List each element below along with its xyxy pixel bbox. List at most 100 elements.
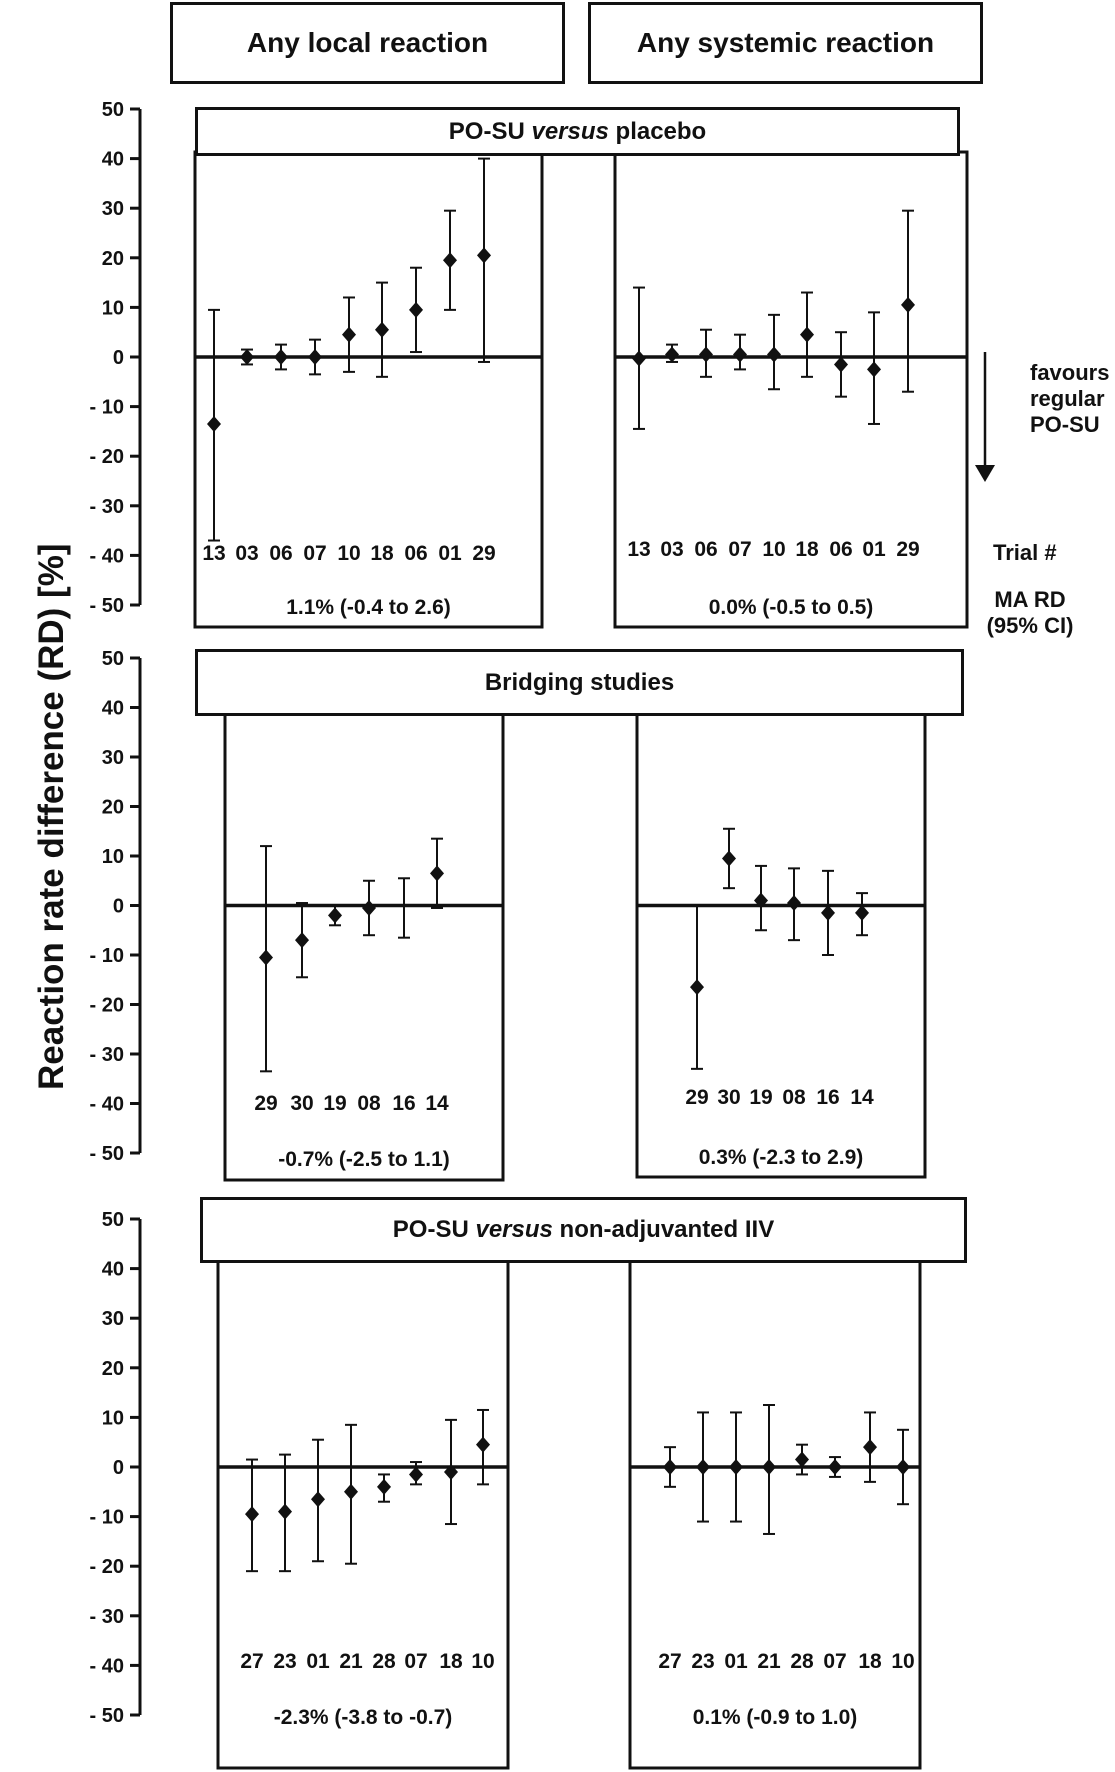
trial-label: 18 [795, 538, 819, 561]
estimate-point [311, 1491, 325, 1508]
trial-label: 07 [728, 538, 751, 561]
estimate-point [344, 1483, 358, 1500]
section-title-placebo: PO-SU versus placebo [195, 107, 960, 156]
trial-label: 10 [891, 1650, 914, 1673]
estimate-point [444, 1463, 458, 1480]
trial-label: 23 [691, 1650, 714, 1673]
trial-label: 01 [438, 542, 462, 565]
section-title-bridging: Bridging studies [195, 649, 964, 716]
trial-number-label: Trial # [993, 540, 1057, 565]
trial-label: 13 [627, 538, 650, 561]
header-systemic-text: Any systemic reaction [636, 27, 935, 58]
estimate-point [443, 252, 457, 269]
y-tick-label: - 10 [90, 397, 124, 419]
trial-label: 16 [816, 1086, 839, 1109]
y-tick-label: - 50 [90, 595, 124, 617]
ma-summary-label: 0.3% (-2.3 to 2.9) [699, 1146, 864, 1169]
estimate-point [308, 349, 322, 365]
estimate-point [342, 326, 356, 343]
ma-rd-line-2: (95% CI) [986, 613, 1074, 638]
y-tick-label: 50 [102, 99, 124, 121]
estimate-point [207, 415, 221, 432]
estimate-point [375, 321, 389, 338]
estimate-point [430, 865, 444, 882]
trial-label: 21 [339, 1650, 363, 1673]
title-placebo-post: placebo [608, 117, 707, 145]
y-tick-label: - 30 [90, 1606, 124, 1628]
trial-label: 10 [337, 542, 360, 565]
trial-label: 29 [896, 538, 919, 561]
trial-label: 08 [782, 1086, 806, 1109]
trial-label: 23 [273, 1650, 296, 1673]
estimate-point [245, 1506, 259, 1523]
y-tick-label: - 20 [90, 995, 124, 1017]
estimate-point [377, 1478, 391, 1495]
y-axis-2: 50 40 30 20 10 0 - 10 - 20 - 30 - 40 - 50 [90, 648, 142, 1165]
trial-label: 29 [254, 1092, 277, 1115]
estimate-point [477, 247, 491, 264]
y-tick-label: - 40 [90, 1094, 124, 1116]
panel-frame [216, 1259, 510, 1770]
y-tick-label: 50 [102, 1209, 124, 1231]
y-tick-label: 40 [102, 698, 124, 720]
trial-label: 28 [790, 1650, 814, 1673]
y-axis-1: 50 40 30 20 10 0 - 10 - 20 - 30 - 40 - 50 [90, 99, 142, 617]
estimate-point [754, 892, 768, 909]
panel-5: 27 23 01 21 28 07 18 10 -2.3% (-3.8 to -0.7) [216, 1259, 510, 1770]
header-any-systemic-reaction: Any systemic reaction [588, 2, 983, 84]
section-title-nonadjuvanted: PO-SU versus non-adjuvanted IIV [200, 1197, 967, 1263]
y-tick-label: 20 [102, 1358, 124, 1380]
trial-label: 06 [404, 542, 427, 565]
title-iiv-pre: PO-SU [392, 1216, 476, 1243]
panel-6: 27 23 01 21 28 07 18 10 0.1% (-0.9 to 1.0) [628, 1259, 922, 1770]
y-tick-label: 50 [102, 648, 124, 670]
y-tick-label: 10 [102, 297, 124, 319]
trial-label: 28 [372, 1650, 396, 1673]
estimate-point [867, 361, 881, 378]
trial-label: 10 [762, 538, 785, 561]
trial-label: 07 [303, 542, 326, 565]
y-tick-label: 30 [102, 198, 124, 220]
trial-label: 06 [694, 538, 717, 561]
estimate-point [665, 346, 679, 363]
estimate-point [821, 904, 835, 921]
ma-rd-line-1: MA RD [994, 587, 1066, 612]
favours-arrow [975, 352, 995, 482]
favours-annotation: favours regular PO-SU [1030, 360, 1109, 438]
estimate-point [722, 850, 736, 867]
y-tick-label: - 20 [90, 446, 124, 468]
estimate-point [699, 346, 713, 363]
y-tick-label: - 50 [90, 1705, 124, 1727]
y-tick-label: - 40 [90, 1655, 124, 1677]
ma-summary-label: 1.1% (-0.4 to 2.6) [286, 596, 451, 619]
estimate-point [787, 895, 801, 912]
favours-line-2: regular [1030, 386, 1105, 411]
ma-summary-label: -0.7% (-2.5 to 1.1) [278, 1148, 450, 1171]
trial-label: 03 [235, 542, 258, 565]
y-tick-label: - 50 [90, 1143, 124, 1165]
estimate-point [295, 932, 309, 949]
y-tick-label: 30 [102, 1308, 124, 1330]
panel-2: 13 03 06 07 10 18 06 01 29 0.0% (-0.5 to 0.5) [613, 150, 969, 629]
favours-line-1: favours [1030, 360, 1110, 385]
trial-label: 08 [357, 1092, 381, 1115]
trial-label: 29 [685, 1086, 708, 1109]
trial-label: 21 [757, 1650, 781, 1673]
y-tick-label: 10 [102, 1407, 124, 1429]
trial-label: 16 [392, 1092, 415, 1115]
trial-label: 06 [269, 542, 292, 565]
trial-label: 30 [290, 1092, 313, 1115]
estimate-point [278, 1503, 292, 1520]
estimate-point [828, 1459, 842, 1475]
arrow-head [975, 465, 995, 482]
estimate-point [863, 1439, 877, 1456]
estimate-point [632, 350, 646, 367]
trial-label: 01 [862, 538, 886, 561]
trial-label: 14 [850, 1086, 874, 1109]
y-tick-label: - 40 [90, 545, 124, 567]
estimate-point [690, 979, 704, 996]
trial-label: 18 [858, 1650, 882, 1673]
y-tick-label: 0 [113, 347, 124, 369]
trial-label: 13 [202, 542, 225, 565]
